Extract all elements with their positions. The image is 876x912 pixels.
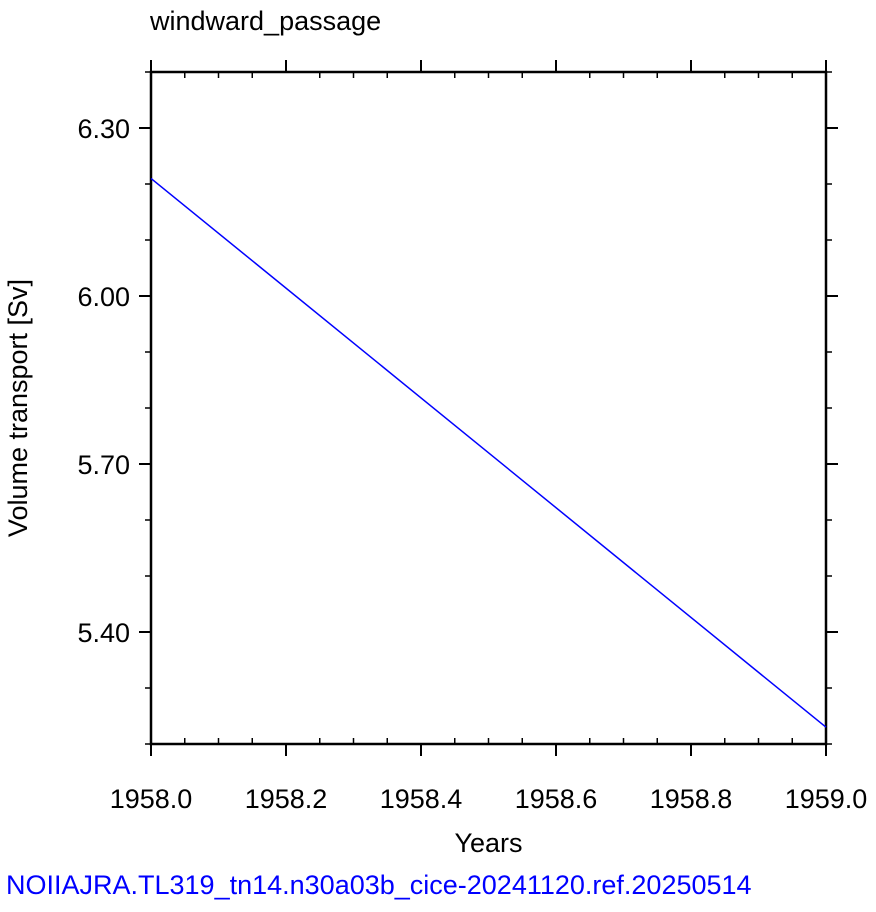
series-group <box>150 177 827 728</box>
x-tick-label: 1958.8 <box>650 784 733 814</box>
case-caption: NOIIAJRA.TL319_tn14.n30a03b_cice-2024112… <box>6 870 752 900</box>
plot-frame <box>149 70 828 746</box>
y-tick-labels: 5.40 5.70 6.00 6.30 <box>77 114 130 648</box>
x-tick-label: 1958.6 <box>515 784 598 814</box>
series-line <box>150 177 827 728</box>
chart-title: windward_passage <box>149 6 381 36</box>
x-tick-label: 1958.2 <box>245 784 328 814</box>
y-axis-label: Volume transport [Sv] <box>3 279 33 537</box>
y-tick-label: 6.00 <box>77 282 130 312</box>
x-tick-labels: 1958.0 1958.2 1958.4 1958.6 1958.8 1959.0 <box>110 784 868 814</box>
x-tick-label: 1959.0 <box>785 784 868 814</box>
x-tick-label: 1958.0 <box>110 784 193 814</box>
y-tick-label: 5.40 <box>77 618 130 648</box>
x-axis-label: Years <box>454 828 522 858</box>
x-tick-label: 1958.4 <box>380 784 463 814</box>
y-tick-label: 6.30 <box>77 114 130 144</box>
axis-ticks <box>139 60 838 756</box>
y-tick-label: 5.70 <box>77 450 130 480</box>
